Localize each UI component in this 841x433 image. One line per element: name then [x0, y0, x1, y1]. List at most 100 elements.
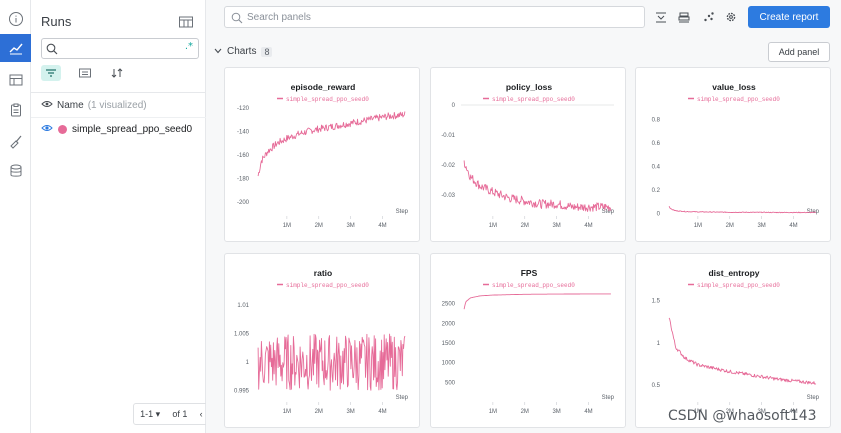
search-panels-input[interactable]: [247, 10, 627, 25]
x-tick-label: 4M: [584, 223, 592, 229]
panel-value-loss[interactable]: value_loss simple_spread_ppo_seed0 0.8 0.6 0…: [635, 67, 831, 242]
runs-search-input[interactable]: [62, 41, 182, 56]
smoothing-icon[interactable]: [653, 9, 669, 25]
run-visibility-icon[interactable]: [41, 124, 53, 135]
clipboard-icon[interactable]: [0, 96, 31, 124]
series-line: [257, 111, 406, 177]
panel-episode-reward[interactable]: episode_reward simple_spread_ppo_seed0 -12…: [224, 67, 420, 242]
chart-title: policy_loss: [506, 82, 553, 92]
database-icon[interactable]: [0, 157, 31, 185]
chart-policy-loss: policy_loss simple_spread_ppo_seed0 0 -0.01…: [441, 82, 615, 229]
y-tick-label: 0.2: [652, 188, 661, 194]
x-tick-label: 1M: [694, 409, 702, 415]
y-tick-label: -120: [237, 106, 250, 112]
panel-dist-entropy[interactable]: dist_entropy simple_spread_ppo_seed0 1.5 1 0…: [635, 253, 831, 428]
create-report-button[interactable]: Create report: [748, 6, 830, 28]
y-tick-label: 1: [246, 360, 250, 366]
run-color-dot[interactable]: [58, 125, 67, 134]
series-line: [668, 206, 817, 214]
settings-gear-icon[interactable]: [723, 9, 739, 25]
series-line: [463, 160, 612, 212]
search-icon: [46, 42, 58, 60]
x-tick-label: 3M: [346, 409, 354, 415]
scatter-icon[interactable]: [701, 9, 717, 25]
y-tick-label: 0.8: [652, 118, 661, 124]
legend-label: simple_spread_ppo_seed0: [697, 96, 780, 103]
y-tick-label: 1.5: [652, 299, 661, 305]
icon-rail: [0, 0, 31, 433]
x-axis-label: Step: [602, 209, 615, 215]
x-tick-label: 2M: [521, 409, 529, 415]
chart-title: dist_entropy: [708, 268, 759, 278]
eye-icon[interactable]: [41, 100, 53, 111]
panel-fps[interactable]: FPS simple_spread_ppo_seed0 2500 2000 1500 10…: [430, 253, 626, 428]
chart-title: ratio: [314, 268, 332, 278]
x-tick-label: 3M: [552, 223, 560, 229]
x-tick-label: 2M: [315, 223, 323, 229]
runs-title: Runs: [41, 14, 72, 29]
info-icon[interactable]: [0, 5, 31, 33]
x-tick-label: 2M: [315, 409, 323, 415]
y-tick-label: 1500: [442, 341, 456, 347]
runs-column-header: Name (1 visualized): [41, 100, 147, 111]
table-view-icon[interactable]: [179, 15, 195, 33]
x-axis-label: Step: [807, 395, 820, 401]
x-tick-label: 1M: [489, 409, 497, 415]
chart-title: value_loss: [712, 82, 756, 92]
x-tick-label: 1M: [489, 223, 497, 229]
y-tick-label: -0.02: [441, 163, 455, 169]
panel-ratio[interactable]: ratio simple_spread_ppo_seed0 1.01 1.005 1 0.…: [224, 253, 420, 428]
y-tick-label: 0.4: [652, 165, 661, 171]
add-panel-button[interactable]: Add panel: [768, 42, 830, 62]
series-line: [668, 317, 817, 385]
y-tick-label: 0: [657, 212, 661, 218]
y-tick-label: 2000: [442, 321, 456, 327]
search-panels-field[interactable]: [224, 6, 645, 28]
run-name[interactable]: simple_spread_ppo_seed0: [72, 124, 193, 135]
run-row[interactable]: simple_spread_ppo_seed0: [41, 124, 192, 135]
charts-icon[interactable]: [0, 34, 31, 62]
chart-dist-entropy: dist_entropy simple_spread_ppo_seed0 1.5 1 0…: [652, 268, 820, 415]
y-tick-label: 0.995: [234, 389, 250, 395]
x-axis-label: Step: [602, 395, 615, 401]
y-tick-label: 500: [445, 380, 456, 386]
x-tick-label: 2M: [726, 223, 734, 229]
y-tick-label: 0.6: [652, 141, 661, 147]
header-underline: [31, 117, 206, 118]
x-axis-label: Step: [396, 395, 409, 401]
x-tick-label: 4M: [789, 223, 797, 229]
prev-page-icon[interactable]: ‹: [199, 409, 203, 419]
layout-icon[interactable]: [676, 9, 692, 25]
chart-episode-reward: episode_reward simple_spread_ppo_seed0 -12…: [237, 82, 409, 229]
runs-search-field[interactable]: .*: [41, 38, 199, 59]
y-tick-label: 1.005: [234, 332, 250, 338]
visualized-count: (1 visualized): [87, 100, 147, 111]
chart-fps: FPS simple_spread_ppo_seed0 2500 2000 1500 10…: [442, 268, 615, 415]
y-tick-label: 0: [452, 103, 456, 109]
chevron-down-icon[interactable]: [214, 46, 222, 57]
table-icon[interactable]: [0, 66, 31, 94]
regex-icon[interactable]: .*: [184, 41, 193, 52]
x-tick-label: 1M: [283, 223, 291, 229]
x-axis-label: Step: [396, 209, 409, 215]
runs-sidebar: Runs .* Name (1 visualized): [31, 0, 225, 433]
chart-title: FPS: [521, 268, 538, 278]
y-tick-label: -200: [237, 200, 250, 206]
x-tick-label: 1M: [694, 223, 702, 229]
group-button[interactable]: [75, 65, 95, 81]
series-line: [257, 333, 406, 391]
y-tick-label: 1.01: [237, 303, 249, 309]
page-range-select[interactable]: 1-1 ▾: [140, 408, 161, 419]
y-tick-label: -0.01: [441, 133, 455, 139]
sidebar-divider: [31, 92, 206, 93]
legend-label: simple_spread_ppo_seed0: [286, 282, 369, 289]
sort-button[interactable]: [107, 65, 127, 81]
filter-button[interactable]: [41, 65, 61, 81]
name-column-label[interactable]: Name: [57, 100, 84, 111]
chart-ratio: ratio simple_spread_ppo_seed0 1.01 1.005 1 0.…: [234, 268, 409, 415]
charts-section-header[interactable]: Charts 8: [214, 46, 273, 57]
panel-policy-loss[interactable]: policy_loss simple_spread_ppo_seed0 0 -0.01…: [430, 67, 626, 242]
broom-icon[interactable]: [0, 128, 31, 156]
series-line: [463, 293, 611, 310]
